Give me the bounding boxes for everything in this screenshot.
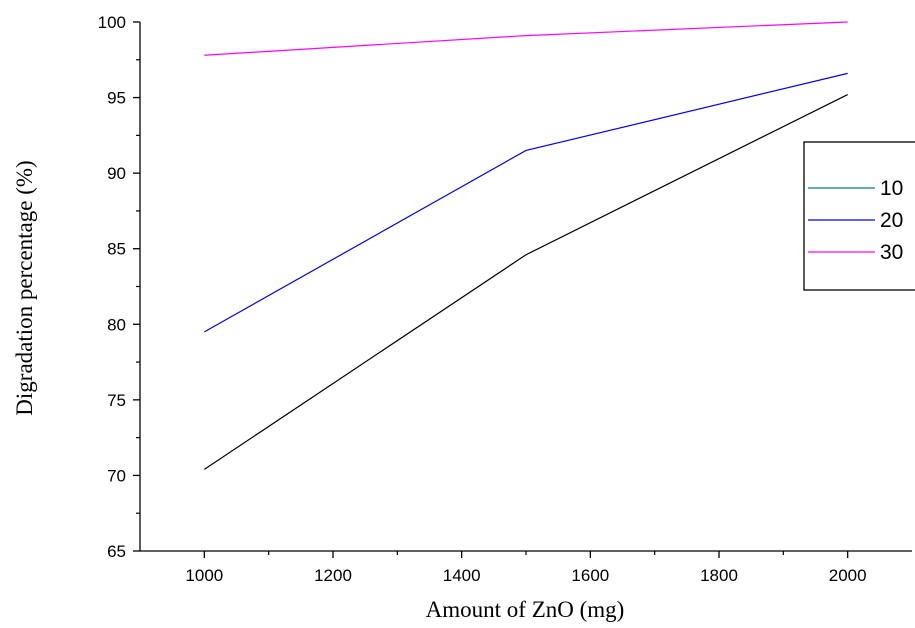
x-tick-label: 1400 [443,566,481,585]
y-tick-label: 70 [107,466,126,485]
y-tick-label: 95 [107,89,126,108]
y-tick-label: 85 [107,240,126,259]
legend: 10 20 30 [803,141,915,291]
x-axis: 1000 1200 1400 1600 1800 2000 [140,550,912,585]
y-axis-title: Digradation percentage (%) [12,160,37,415]
series-layer [203,21,848,470]
x-tick-label: 1600 [571,566,609,585]
legend-label-30: 30 [880,241,903,264]
series-line-10 [203,94,848,470]
x-tick-label: 1200 [314,566,352,585]
y-tick-label: 75 [107,391,126,410]
legend-box [803,141,915,291]
y-tick-label: 80 [107,315,126,334]
y-axis: 65 70 75 80 85 90 95 100 [98,13,141,561]
y-tick-label: 90 [107,164,126,183]
x-tick-label: 1800 [700,566,738,585]
series-line-30 [204,21,848,56]
legend-label-20: 20 [880,209,903,232]
x-axis-title: Amount of ZnO (mg) [426,597,625,622]
y-tick-label: 100 [98,13,126,32]
legend-label-10: 10 [880,177,903,200]
x-tick-label: 1000 [185,566,223,585]
series-line-20 [204,72,848,333]
x-tick-label: 2000 [829,566,867,585]
y-tick-label: 65 [107,542,126,561]
